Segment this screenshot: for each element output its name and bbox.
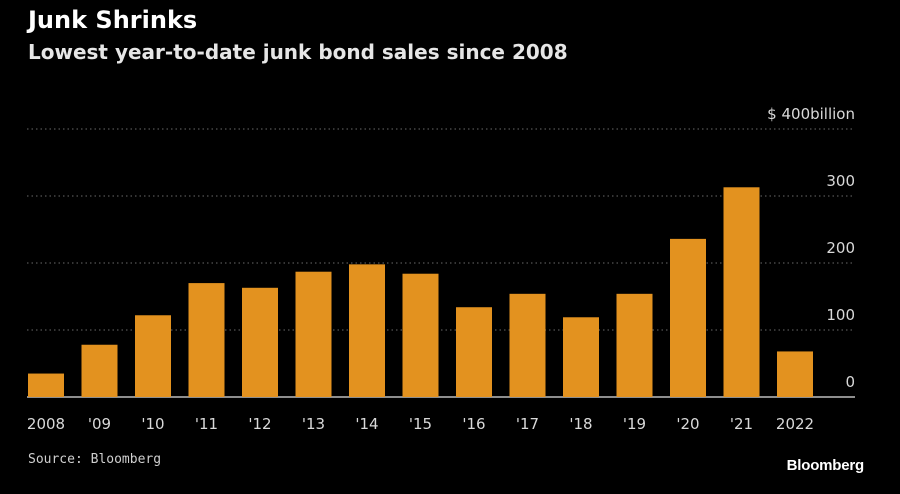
bar (135, 315, 171, 397)
bloomberg-logo: Bloomberg (786, 457, 865, 474)
bar (723, 187, 760, 397)
x-tick-label: '16 (462, 415, 485, 433)
x-tick-label: '14 (355, 415, 378, 433)
bar (81, 344, 118, 397)
bar (188, 283, 225, 397)
y-tick-label: 100 (826, 306, 855, 324)
x-tick-label: '13 (302, 415, 325, 433)
bar (28, 373, 64, 397)
y-tick-labels: 0 100 200 300 $ 400billion (767, 105, 855, 391)
x-tick-label: '21 (730, 415, 753, 433)
bar (402, 273, 439, 397)
bar (295, 271, 332, 397)
x-tick-label: 2022 (776, 415, 814, 433)
x-tick-label: '10 (141, 415, 164, 433)
x-tick-label: '15 (409, 415, 432, 433)
x-tick-label: '09 (88, 415, 111, 433)
bar (456, 307, 492, 397)
x-tick-label: '17 (516, 415, 539, 433)
bar (509, 293, 546, 397)
bar (349, 264, 385, 397)
bar (242, 287, 278, 397)
source-note: Source: Bloomberg (28, 452, 162, 467)
x-tick-label: '18 (569, 415, 592, 433)
y-tick-label: 0 (845, 373, 855, 391)
x-tick-label: '20 (676, 415, 699, 433)
bar (777, 351, 813, 397)
bar (670, 238, 706, 397)
x-tick-label: 2008 (27, 415, 65, 433)
bar (563, 317, 599, 397)
chart-title: Junk Shrinks (28, 6, 198, 34)
y-tick-label: $ 400billion (767, 105, 855, 123)
y-tick-label: 300 (826, 172, 855, 190)
bars (28, 187, 813, 397)
y-tick-label: 200 (826, 239, 855, 257)
bar (616, 293, 653, 397)
x-tick-label: '19 (623, 415, 646, 433)
x-tick-label: '11 (195, 415, 218, 433)
x-tick-labels: 2008 '09 '10 '11 '12 '13 '14 '15 '16 '17 '18 '19 '20… (27, 415, 814, 433)
chart-subtitle: Lowest year-to-date junk bond sales sinc… (28, 40, 568, 64)
x-tick-label: '12 (248, 415, 271, 433)
